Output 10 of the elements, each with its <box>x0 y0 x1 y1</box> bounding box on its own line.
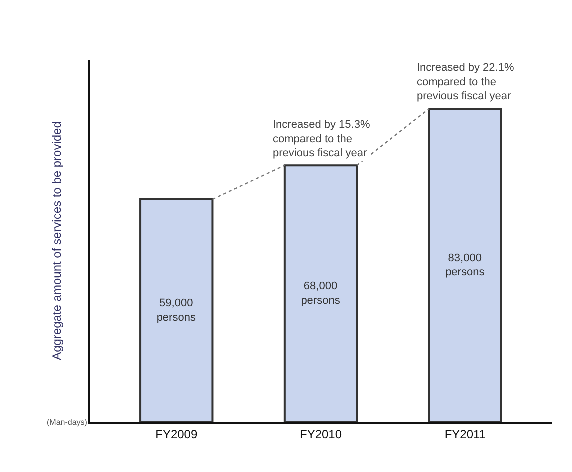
text: (Man-days) <box>47 418 88 427</box>
x-tick-label: FY2009 <box>156 427 198 442</box>
data-label: 83,000 persons <box>446 252 486 279</box>
x-tick-label: FY2011 <box>444 427 486 442</box>
data-label: 68,000 persons <box>301 280 341 307</box>
y-axis-title: Aggregate amount of services to be provided <box>50 122 64 360</box>
annotation: Increased by 22.1% compared to the previous fiscal year <box>417 62 514 103</box>
annotation: Increased by 15.3% compared to the previous fiscal year <box>273 119 370 160</box>
data-label: 59,000 persons <box>156 298 196 324</box>
x-tick-label: FY2010 <box>300 427 342 442</box>
